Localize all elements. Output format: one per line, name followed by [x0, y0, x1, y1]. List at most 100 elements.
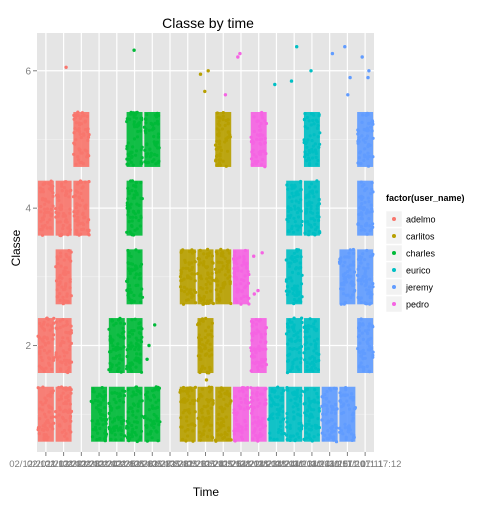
data-point-jeremy — [325, 407, 329, 411]
data-point-eurico — [305, 341, 309, 345]
data-point-pedro — [232, 408, 236, 412]
legend-label-adelmo: adelmo — [406, 215, 436, 225]
data-point-eurico — [299, 393, 303, 398]
data-point-charles — [156, 113, 160, 117]
data-point-jeremy — [322, 403, 326, 407]
data-point-carlitos — [208, 332, 212, 337]
data-point-eurico — [316, 395, 320, 399]
data-point-adelmo — [61, 349, 65, 353]
data-point-carlitos — [208, 342, 212, 346]
data-point-jeremy — [371, 350, 375, 354]
data-point-charles — [142, 125, 146, 129]
data-point-charles — [117, 395, 121, 399]
data-point-pedro — [252, 115, 256, 119]
data-point-charles — [137, 347, 141, 351]
data-point-eurico — [291, 391, 295, 395]
data-point-carlitos — [223, 407, 227, 411]
data-point-eurico — [291, 230, 296, 234]
data-point-charles — [140, 295, 145, 299]
data-point-pedro — [243, 274, 247, 278]
data-point-jeremy — [371, 353, 375, 357]
data-point-carlitos — [226, 130, 230, 134]
data-point-adelmo — [45, 316, 49, 320]
data-point-carlitos — [206, 69, 210, 73]
data-point-carlitos — [187, 410, 191, 414]
data-point-charles — [126, 162, 130, 166]
data-point-jeremy — [337, 260, 342, 264]
data-point-eurico — [307, 149, 311, 153]
data-point-carlitos — [206, 411, 210, 415]
data-point-jeremy — [359, 354, 364, 358]
data-point-eurico — [298, 396, 302, 400]
x-tick-label: 28/11/2011 14:14 — [258, 459, 331, 470]
data-point-adelmo — [64, 432, 68, 436]
data-point-pedro — [238, 255, 242, 259]
data-point-eurico — [285, 284, 290, 289]
data-point-adelmo — [66, 410, 70, 414]
data-point-charles — [122, 394, 126, 398]
data-point-pedro — [264, 387, 268, 391]
data-point-carlitos — [188, 386, 193, 390]
data-point-adelmo — [59, 251, 63, 255]
data-point-carlitos — [208, 365, 212, 369]
data-point-charles — [150, 423, 154, 427]
data-point-adelmo — [48, 218, 52, 222]
data-point-eurico — [284, 278, 289, 282]
data-point-jeremy — [344, 437, 348, 442]
data-point-jeremy — [363, 147, 367, 151]
data-point-charles — [150, 389, 155, 393]
data-point-charles — [140, 414, 144, 418]
data-point-eurico — [316, 158, 320, 163]
data-point-charles — [156, 398, 160, 402]
data-point-carlitos — [206, 421, 210, 425]
data-point-charles — [108, 404, 112, 408]
data-point-charles — [132, 194, 137, 199]
data-point-pedro — [260, 251, 264, 255]
data-point-pedro — [236, 269, 240, 273]
data-point-charles — [134, 345, 138, 349]
data-point-carlitos — [206, 400, 210, 404]
data-point-carlitos — [202, 404, 206, 408]
data-point-charles — [96, 419, 100, 423]
x-tick-label: 05/12/2011 14:22 — [187, 459, 260, 470]
data-point-adelmo — [57, 198, 61, 203]
data-point-adelmo — [58, 220, 62, 224]
data-point-jeremy — [365, 126, 369, 130]
data-point-charles — [151, 126, 156, 130]
data-point-pedro — [260, 357, 264, 362]
data-point-adelmo — [39, 228, 43, 232]
data-point-pedro — [240, 269, 244, 273]
data-point-charles — [155, 140, 159, 144]
data-point-adelmo — [57, 413, 61, 417]
data-point-jeremy — [366, 151, 370, 155]
data-point-adelmo — [47, 410, 51, 414]
data-point-adelmo — [47, 341, 51, 345]
legend-label-eurico: eurico — [406, 266, 431, 276]
data-point-eurico — [311, 231, 315, 236]
data-point-pedro — [259, 392, 263, 396]
data-point-carlitos — [207, 371, 211, 375]
data-point-charles — [127, 204, 131, 208]
data-point-adelmo — [62, 354, 67, 358]
data-point-adelmo — [83, 206, 88, 210]
data-point-jeremy — [332, 429, 336, 433]
data-point-jeremy — [359, 296, 363, 300]
data-point-carlitos — [178, 275, 183, 279]
data-point-pedro — [244, 284, 248, 288]
data-point-eurico — [317, 197, 321, 201]
data-point-eurico — [309, 342, 313, 346]
data-point-adelmo — [61, 336, 65, 340]
data-point-carlitos — [202, 294, 206, 299]
data-point-jeremy — [352, 290, 356, 294]
data-point-jeremy — [340, 282, 344, 287]
data-point-adelmo — [58, 326, 62, 330]
data-point-carlitos — [198, 275, 202, 279]
data-point-eurico — [315, 179, 319, 183]
data-point-carlitos — [193, 423, 197, 428]
data-point-charles — [96, 399, 100, 403]
point-band-jeremy — [339, 386, 356, 442]
data-points — [36, 45, 375, 444]
data-point-eurico — [316, 135, 320, 139]
data-point-charles — [146, 417, 150, 421]
data-point-carlitos — [193, 385, 197, 389]
